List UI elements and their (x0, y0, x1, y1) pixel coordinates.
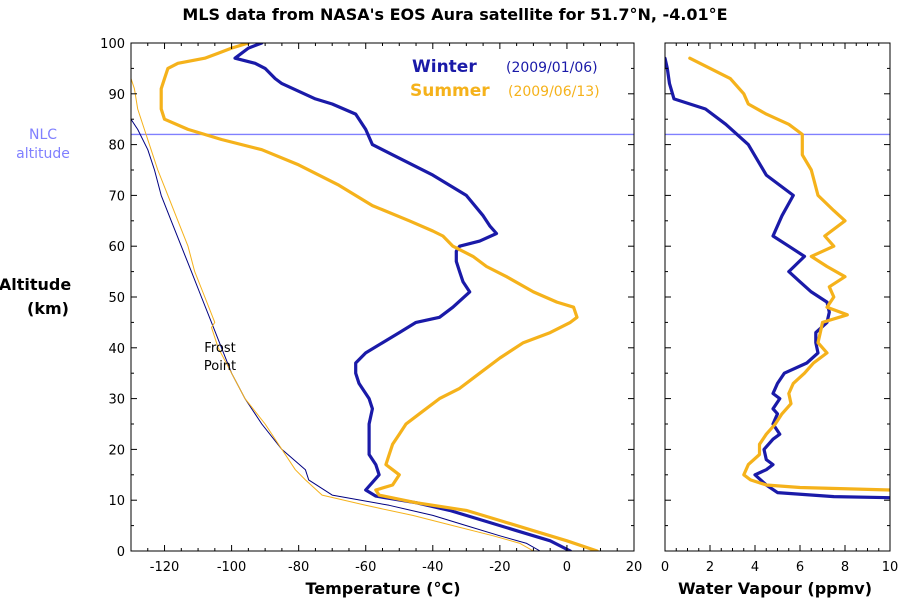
x-tick-label: 10 (882, 560, 899, 575)
y-tick-label: 30 (108, 393, 125, 408)
y-tick-label: 70 (108, 189, 125, 204)
x-tick-label: 6 (796, 560, 804, 575)
x-tick-label: -60 (355, 560, 376, 575)
legend-winter-date: (2009/01/06) (506, 60, 598, 76)
legend-winter-name: Winter (412, 57, 477, 77)
temp-series-summer-frost-point (131, 76, 534, 551)
y-tick-label: 20 (108, 443, 125, 458)
y-axis-label-line1: Altitude (0, 275, 71, 294)
y-tick-label: 80 (108, 139, 125, 154)
temp-series-summer (159, 43, 599, 551)
y-tick-label: 90 (108, 88, 125, 103)
x-tick-label: -20 (489, 560, 510, 575)
nlc-label-line1: NLC (29, 127, 57, 143)
frost-point-label-line1: Frost (204, 341, 235, 356)
temp-series-winter (233, 43, 572, 551)
x-tick-label: -40 (422, 560, 443, 575)
y-tick-label: 0 (117, 545, 125, 560)
x-tick-label: 0 (661, 560, 669, 575)
wv-series-summer (688, 56, 890, 492)
x-tick-label: -80 (288, 560, 309, 575)
y-tick-label: 10 (108, 494, 125, 509)
x-tick-label: 8 (841, 560, 849, 575)
x-tick-label: 20 (626, 560, 643, 575)
y-tick-label: 40 (108, 342, 125, 357)
y-tick-label: 60 (108, 240, 125, 255)
wv-series-winter (665, 56, 890, 500)
temp-series-group (131, 43, 599, 551)
wv-series-group (665, 56, 890, 500)
x-tick-label: -120 (150, 560, 180, 575)
chart-title: MLS data from NASA's EOS Aura satellite … (182, 5, 727, 24)
x-axis-label-temperature: Temperature (°C) (305, 579, 460, 598)
x-tick-label: -100 (217, 560, 247, 575)
legend-summer-date: (2009/06/13) (508, 84, 600, 100)
frost-point-label-line2: Point (204, 359, 236, 374)
y-tick-label: 100 (100, 37, 125, 52)
nlc-label-line2: altitude (16, 146, 70, 162)
x-tick-label: 4 (751, 560, 759, 575)
legend-summer-name: Summer (410, 81, 490, 101)
x-tick-label: 2 (706, 560, 714, 575)
water-vapour-plot: 0 2 4 6 8 10 (661, 42, 899, 575)
x-axis-label-water-vapour: Water Vapour (ppmv) (678, 579, 872, 598)
x-tick-label: 0 (563, 560, 571, 575)
temperature-plot: 0 10 20 30 40 50 60 70 80 90 100 -120 -100 -80 -60 -40 -… (100, 37, 642, 575)
y-tick-label: 50 (108, 291, 125, 306)
y-axis-label-line2: (km) (27, 299, 69, 318)
